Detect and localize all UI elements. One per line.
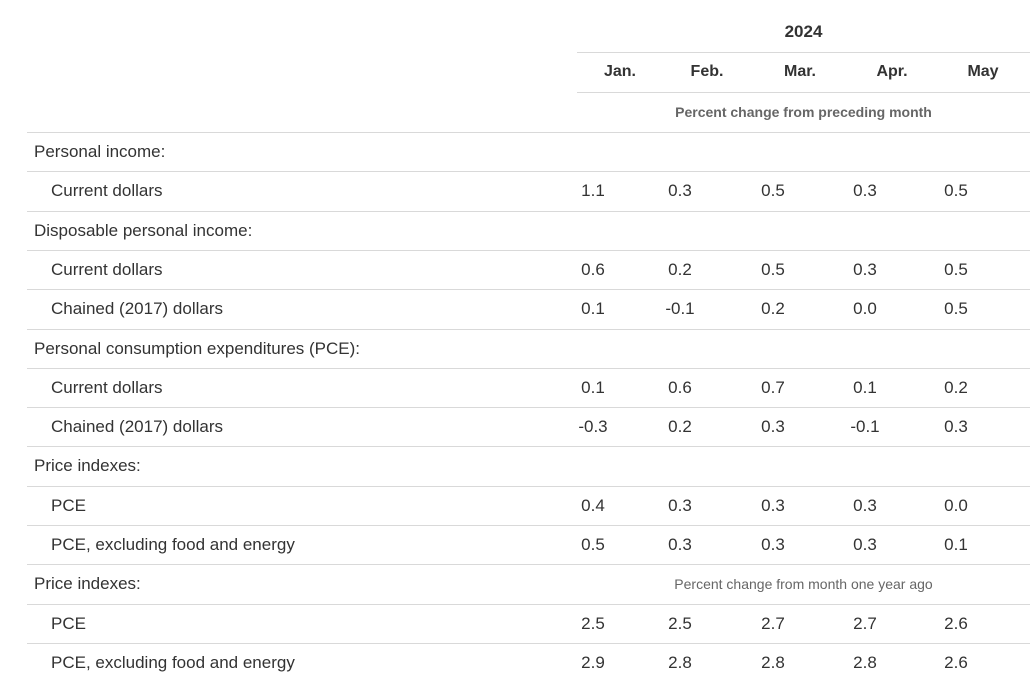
- value-cell-apr: 2.8: [853, 653, 877, 672]
- month-header-mar: Mar.: [783, 63, 816, 80]
- value-cell-mar: 0.5: [761, 260, 785, 279]
- value-cell-feb: 2.5: [668, 614, 692, 633]
- section-row: Price indexes:: [27, 446, 1030, 485]
- row-label: Chained (2017) dollars: [51, 417, 223, 436]
- value-cell-jan: 2.9: [581, 653, 605, 672]
- section-note: Percent change from month one year ago: [674, 576, 933, 592]
- value-cell-jan: 0.1: [581, 299, 605, 318]
- table-top-divider: [27, 132, 1030, 133]
- value-cell-may: 0.1: [944, 535, 968, 554]
- section-row: Personal consumption expenditures (PCE):: [27, 329, 1030, 368]
- value-cell-feb: 0.3: [668, 181, 692, 200]
- row-label: Chained (2017) dollars: [51, 299, 223, 318]
- value-cell-apr: 0.0: [853, 299, 877, 318]
- value-cell-jan: -0.3: [578, 417, 608, 436]
- row-label: Current dollars: [51, 260, 163, 279]
- value-cell-apr: 0.3: [853, 181, 877, 200]
- value-cell-apr: 0.3: [853, 260, 877, 279]
- value-cell-mar: 0.3: [761, 535, 785, 554]
- value-cell-may: 0.5: [944, 299, 968, 318]
- value-cell-mar: 0.3: [761, 417, 785, 436]
- value-cell-feb: 0.6: [668, 378, 692, 397]
- row-divider: [27, 329, 1030, 330]
- row-divider: [27, 486, 1030, 487]
- section-label: Price indexes:: [34, 456, 141, 475]
- row-label: PCE: [51, 496, 86, 515]
- section-row: Disposable personal income:: [27, 211, 1030, 250]
- row-divider: [27, 564, 1030, 565]
- month-header-apr: Apr.: [876, 63, 908, 80]
- table-row: PCE 0.4 0.3 0.3 0.3 0.0: [27, 486, 1030, 525]
- value-cell-feb: 0.3: [668, 496, 692, 515]
- row-label: PCE, excluding food and energy: [51, 653, 295, 672]
- table-row: Chained (2017) dollars -0.3 0.2 0.3 -0.1 0.3: [27, 407, 1030, 446]
- section-row: Price indexes: Percent change from month …: [27, 564, 1030, 603]
- value-cell-may: 0.3: [944, 417, 968, 436]
- row-label: Current dollars: [51, 181, 163, 200]
- row-divider: [27, 171, 1030, 172]
- month-divider: [577, 92, 1030, 93]
- section-label: Disposable personal income:: [34, 221, 253, 240]
- row-label: PCE, excluding food and energy: [51, 535, 295, 554]
- value-cell-mar: 0.7: [761, 378, 785, 397]
- value-cell-may: 0.5: [944, 260, 968, 279]
- row-divider: [27, 289, 1030, 290]
- value-cell-jan: 1.1: [581, 181, 605, 200]
- year-header: 2024: [784, 22, 823, 41]
- value-cell-feb: 0.3: [668, 535, 692, 554]
- value-cell-may: 2.6: [944, 614, 968, 633]
- row-divider: [27, 368, 1030, 369]
- value-cell-may: 2.6: [944, 653, 968, 672]
- table-row: PCE, excluding food and energy 0.5 0.3 0.3 0…: [27, 525, 1030, 564]
- value-cell-may: 0.2: [944, 378, 968, 397]
- value-cell-feb: 0.2: [668, 260, 692, 279]
- row-divider: [27, 604, 1030, 605]
- value-cell-jan: 0.1: [581, 378, 605, 397]
- table-row: PCE, excluding food and energy 2.9 2.8 2.8 2…: [27, 643, 1030, 682]
- value-cell-apr: 0.1: [853, 378, 877, 397]
- value-cell-feb: 2.8: [668, 653, 692, 672]
- month-header-feb: Feb.: [690, 63, 724, 80]
- table-row: Current dollars 0.1 0.6 0.7 0.1 0.2: [27, 368, 1030, 407]
- value-cell-feb: -0.1: [665, 299, 695, 318]
- value-cell-apr: 2.7: [853, 614, 877, 633]
- subheading: Percent change from preceding month: [675, 104, 932, 120]
- table-row: Current dollars 1.1 0.3 0.5 0.3 0.5: [27, 171, 1030, 210]
- table-row: PCE 2.5 2.5 2.7 2.7 2.6: [27, 604, 1030, 643]
- value-cell-feb: 0.2: [668, 417, 692, 436]
- section-row: Personal income:: [27, 132, 1030, 171]
- value-cell-jan: 0.4: [581, 496, 605, 515]
- value-cell-jan: 2.5: [581, 614, 605, 633]
- value-cell-mar: 0.5: [761, 181, 785, 200]
- section-label: Personal consumption expenditures (PCE):: [34, 339, 360, 358]
- row-divider: [27, 250, 1030, 251]
- value-cell-apr: -0.1: [850, 417, 880, 436]
- row-divider: [27, 643, 1030, 644]
- row-divider: [27, 446, 1030, 447]
- row-label: Current dollars: [51, 378, 163, 397]
- header-divider: [577, 52, 1030, 53]
- value-cell-may: 0.5: [944, 181, 968, 200]
- row-divider: [27, 407, 1030, 408]
- month-header-may: May: [967, 63, 999, 80]
- value-cell-apr: 0.3: [853, 496, 877, 515]
- value-cell-apr: 0.3: [853, 535, 877, 554]
- month-header-jan: Jan.: [603, 63, 636, 80]
- row-label: PCE: [51, 614, 86, 633]
- section-label: Price indexes:: [34, 574, 141, 593]
- value-cell-mar: 2.8: [761, 653, 785, 672]
- value-cell-jan: 0.6: [581, 260, 605, 279]
- value-cell-mar: 2.7: [761, 614, 785, 633]
- value-cell-mar: 0.2: [761, 299, 785, 318]
- table-row: Chained (2017) dollars 0.1 -0.1 0.2 0.0 0.5: [27, 289, 1030, 328]
- value-cell-may: 0.0: [944, 496, 968, 515]
- value-cell-jan: 0.5: [581, 535, 605, 554]
- row-divider: [27, 211, 1030, 212]
- row-divider: [27, 525, 1030, 526]
- table-row: Current dollars 0.6 0.2 0.5 0.3 0.5: [27, 250, 1030, 289]
- value-cell-mar: 0.3: [761, 496, 785, 515]
- section-label: Personal income:: [34, 142, 166, 161]
